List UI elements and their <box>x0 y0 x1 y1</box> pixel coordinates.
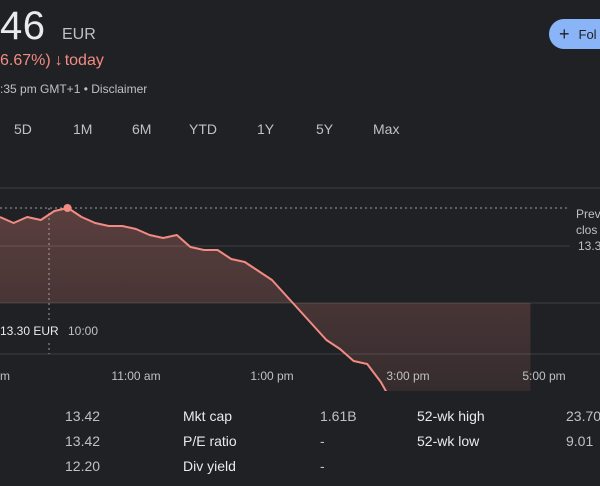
x-tick-label: 3:00 pm <box>386 369 429 383</box>
stat-label-52wk-low: 52-wk low <box>417 433 480 449</box>
stat-value-mkt-cap: 1.61B <box>320 408 357 424</box>
stat-label-pe-ratio: P/E ratio <box>183 433 237 449</box>
stat-value: 13.42 <box>65 433 101 449</box>
x-axis: m 11:00 am 1:00 pm 3:00 pm 5:00 pm <box>0 369 566 383</box>
price-area-fill <box>0 208 531 391</box>
range-tab-1y[interactable]: 1Y <box>257 121 275 137</box>
stat-value-52wk-low: 9.01 <box>566 433 594 449</box>
follow-button[interactable]: + Fol <box>549 19 600 49</box>
price-chart[interactable]: 13.30 EUR 10:00 Prev clos 13.3 m 11:00 am… <box>0 176 600 391</box>
price-line <box>0 207 388 391</box>
price-change: 6.67%) ↓ today <box>0 52 104 70</box>
hover-readout-time: 10:00 <box>68 324 98 338</box>
range-tab-5y[interactable]: 5Y <box>316 121 334 137</box>
x-tick-label: 1:00 pm <box>250 369 293 383</box>
stat-value: 12.20 <box>65 458 101 474</box>
prev-close-label: Prev <box>576 207 600 221</box>
stat-value: 13.42 <box>65 408 101 424</box>
stat-label-52wk-high: 52-wk high <box>417 408 485 424</box>
range-tab-max[interactable]: Max <box>373 121 400 137</box>
range-tab-5d[interactable]: 5D <box>14 121 32 137</box>
currency-label: EUR <box>62 26 96 43</box>
hover-readout-price: 13.30 EUR <box>0 324 59 338</box>
stat-label-mkt-cap: Mkt cap <box>183 408 233 424</box>
x-tick-label: 11:00 am <box>111 369 160 383</box>
prev-close-value: 13.3 <box>578 239 600 253</box>
stat-value-div-yield: - <box>320 458 325 474</box>
range-tab-1m[interactable]: 1M <box>73 121 93 137</box>
change-percent: 6.67%) <box>0 52 51 69</box>
quote-timestamp: :35 pm GMT+1 • Disclaimer <box>0 82 148 96</box>
stock-price: 46 <box>0 4 46 48</box>
stat-value-pe-ratio: - <box>320 433 325 449</box>
range-tab-6m[interactable]: 6M <box>132 121 152 137</box>
x-tick-label: 5:00 pm <box>522 369 565 383</box>
x-tick-label: m <box>0 369 10 383</box>
arrow-down-icon: ↓ <box>54 52 63 69</box>
plus-icon: + <box>559 24 570 44</box>
prev-close-label: clos <box>576 223 597 237</box>
hover-readout-bg <box>0 320 108 340</box>
change-period: today <box>64 52 104 69</box>
stat-label-div-yield: Div yield <box>183 458 236 474</box>
follow-label: Fol <box>578 26 597 42</box>
hover-point <box>63 204 72 212</box>
range-tab-ytd[interactable]: YTD <box>189 121 217 137</box>
stat-value-52wk-high: 23.70 <box>566 408 600 424</box>
